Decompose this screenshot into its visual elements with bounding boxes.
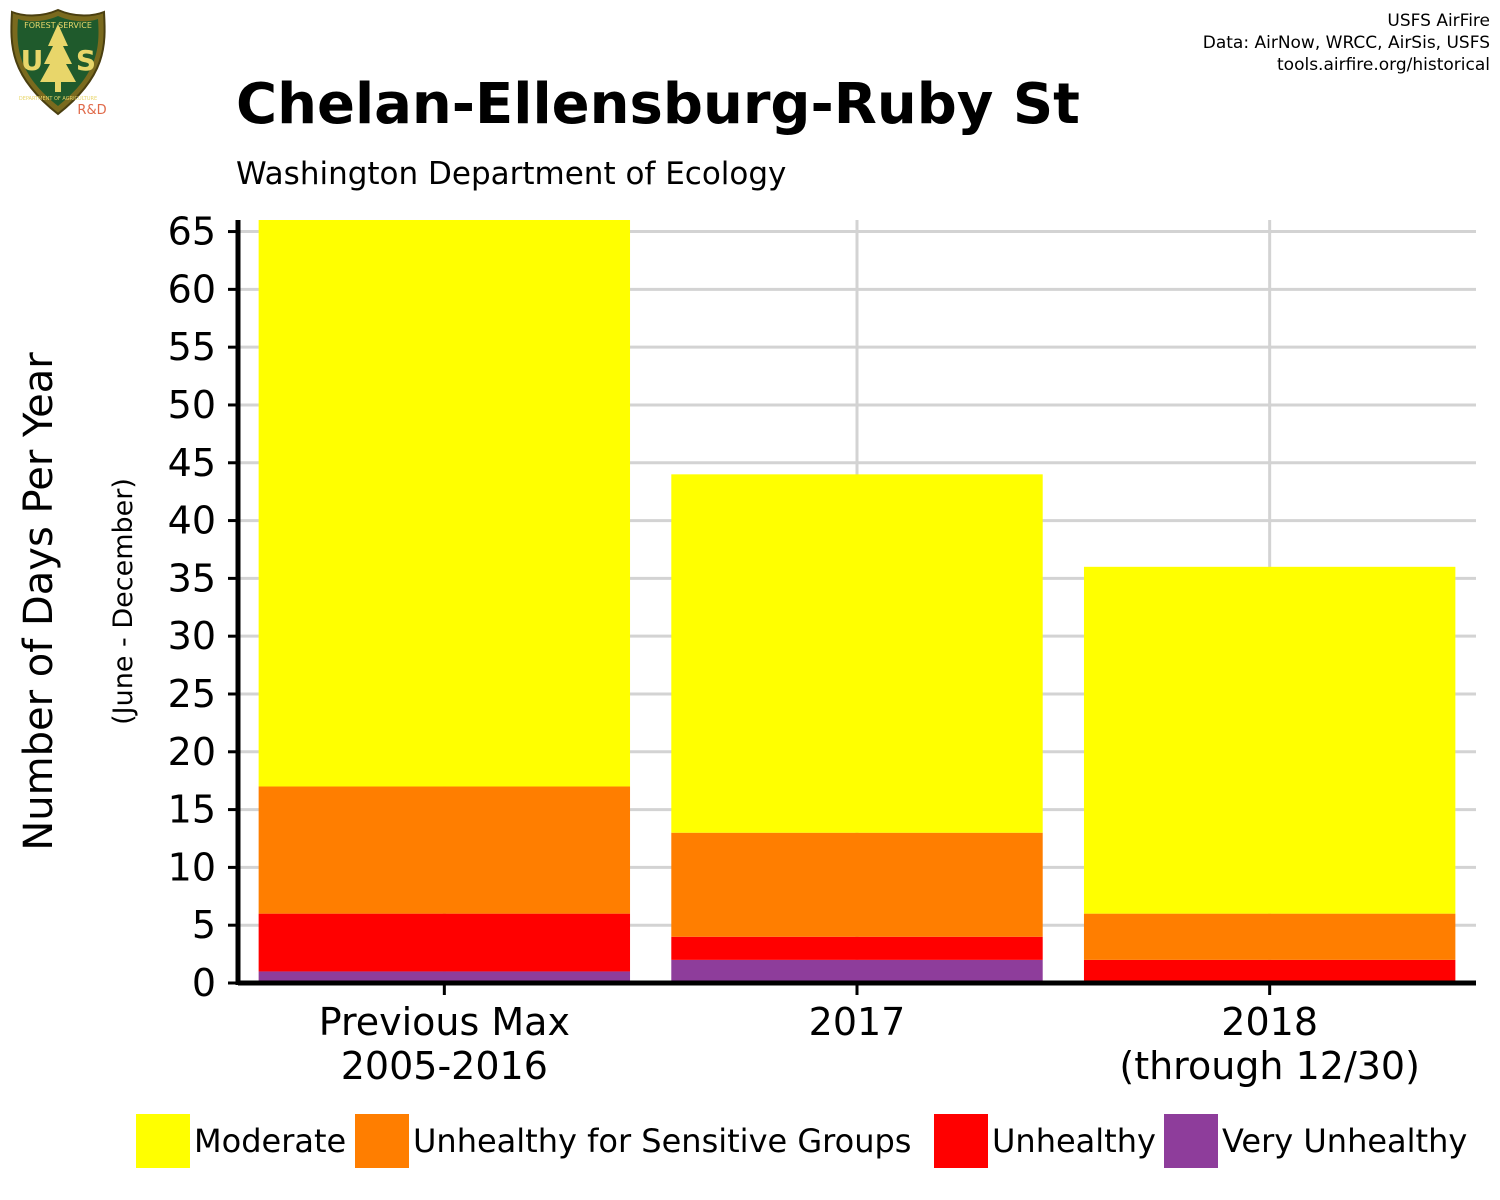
y-tick-label: 10 xyxy=(168,845,216,889)
y-tick-label: 15 xyxy=(168,788,216,832)
legend-swatch xyxy=(136,1114,190,1168)
x-tick-label: Previous Max xyxy=(319,1000,570,1044)
x-tick-label: 2005-2016 xyxy=(341,1044,548,1088)
bar-segment-unhealthy xyxy=(1083,959,1456,983)
logo-letter-right: S xyxy=(76,44,96,77)
y-tick-label: 35 xyxy=(168,556,216,600)
y-tick-labels: 0 5 10 15 20 25 30 35 40 45 50 55 60 65 xyxy=(168,210,216,1005)
bar-segment-moderate xyxy=(258,220,631,787)
x-tick-label: 2018 xyxy=(1221,1000,1318,1044)
y-tick-label: 60 xyxy=(168,267,216,311)
legend: Moderate Unhealthy for Sensitive Groups Un… xyxy=(136,1114,1467,1168)
legend-label: Unhealthy xyxy=(992,1122,1156,1160)
logo-text-top: FOREST SERVICE xyxy=(24,21,92,30)
bar-segment-unhealthy-for-sensitive-groups xyxy=(258,786,631,914)
y-tick-label: 65 xyxy=(168,210,216,254)
y-tick-label: 40 xyxy=(168,499,216,543)
bars xyxy=(258,220,1456,983)
legend-label: Moderate xyxy=(194,1122,346,1160)
legend-label: Unhealthy for Sensitive Groups xyxy=(413,1122,911,1160)
y-tick-label: 45 xyxy=(168,441,216,485)
legend-label: Very Unhealthy xyxy=(1222,1122,1467,1160)
y-tick-label: 25 xyxy=(168,672,216,716)
credit-line-1: USFS AirFire xyxy=(1387,11,1490,31)
bar-segment-unhealthy xyxy=(671,936,1043,960)
legend-swatch xyxy=(355,1114,409,1168)
logo-text-bottom: DEPARTMENT OF AGRICULTURE xyxy=(19,96,97,102)
logo-letter-left: U xyxy=(21,44,44,77)
bar-segment-very-unhealthy xyxy=(258,971,631,983)
usfs-shield-logo: FOREST SERVICE U S DEPARTMENT OF AGRICUL… xyxy=(10,8,107,118)
x-tick-label: 2017 xyxy=(809,1000,906,1044)
x-tick-label: (through 12/30) xyxy=(1119,1044,1420,1088)
bar-segment-unhealthy xyxy=(258,913,631,972)
y-tick-label: 0 xyxy=(192,961,216,1005)
y-tick-label: 5 xyxy=(192,903,216,947)
axes xyxy=(228,220,1476,995)
credit-line-2: Data: AirNow, WRCC, AirSis, USFS xyxy=(1202,33,1490,53)
y-tick-label: 50 xyxy=(168,383,216,427)
y-tick-label: 20 xyxy=(168,730,216,774)
usfs-shield-icon xyxy=(10,8,106,116)
bar-segment-moderate xyxy=(1083,566,1456,914)
bar-segment-unhealthy-for-sensitive-groups xyxy=(671,832,1043,937)
logo-badge: R&D xyxy=(77,103,106,118)
legend-swatch xyxy=(934,1114,988,1168)
bar-segment-very-unhealthy xyxy=(671,959,1043,983)
bar-segment-moderate xyxy=(671,474,1043,833)
y-tick-label: 30 xyxy=(168,614,216,658)
y-axis-label: Number of Days Per Year xyxy=(16,352,62,851)
legend-swatch xyxy=(1164,1114,1218,1168)
y-tick-label: 55 xyxy=(168,325,216,369)
credits: USFS AirFire Data: AirNow, WRCC, AirSis,… xyxy=(1203,10,1490,76)
bar-segment-unhealthy-for-sensitive-groups xyxy=(1083,913,1456,960)
credit-line-3: tools.airfire.org/historical xyxy=(1277,55,1490,75)
chart-subtitle: Washington Department of Ecology xyxy=(236,156,787,192)
chart-title: Chelan-Ellensburg-Ruby St xyxy=(236,72,1080,137)
y-axis-sublabel: (June - December) xyxy=(108,478,139,725)
